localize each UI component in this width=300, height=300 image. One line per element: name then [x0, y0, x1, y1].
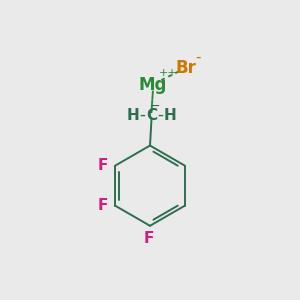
- Text: C: C: [146, 108, 157, 123]
- Text: ++: ++: [159, 68, 178, 78]
- Text: -: -: [140, 106, 146, 124]
- Text: -: -: [195, 50, 201, 64]
- Text: Br: Br: [175, 59, 196, 77]
- Text: −: −: [150, 100, 160, 113]
- Text: F: F: [98, 198, 108, 213]
- Text: Mg: Mg: [139, 76, 167, 94]
- Text: -: -: [158, 106, 163, 124]
- Text: F: F: [98, 158, 108, 173]
- Text: H: H: [164, 108, 176, 123]
- Text: F: F: [143, 231, 154, 246]
- Text: H: H: [127, 108, 140, 123]
